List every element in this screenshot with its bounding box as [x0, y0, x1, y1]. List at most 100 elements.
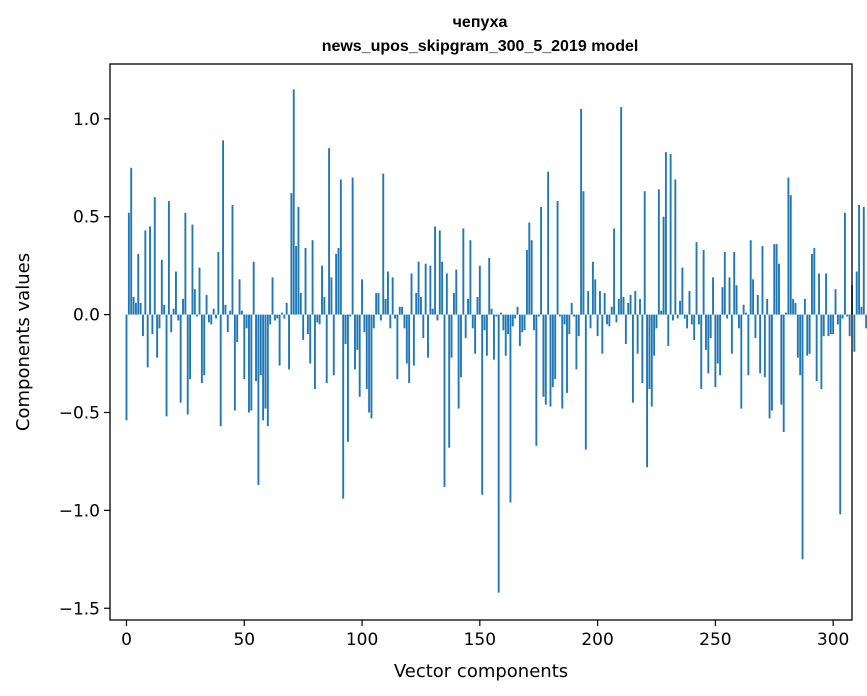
bar-13 — [156, 314, 159, 358]
y-tick-label: −1.5 — [59, 599, 100, 619]
bar-206 — [610, 306, 613, 315]
bar-199 — [594, 279, 597, 315]
bar-314 — [865, 314, 867, 329]
bar-176 — [540, 206, 543, 315]
bar-108 — [379, 314, 382, 321]
bar-76 — [304, 248, 307, 315]
bar-69 — [288, 314, 290, 370]
chart-subtitle: news_upos_skipgram_300_5_2019 model — [322, 38, 639, 55]
bar-301 — [834, 289, 837, 315]
bar-191 — [575, 314, 578, 370]
bar-47 — [236, 314, 239, 342]
bar-237 — [683, 314, 686, 319]
bar-231 — [669, 154, 672, 315]
bar-266 — [752, 279, 755, 315]
bar-208 — [615, 314, 618, 323]
bar-10 — [149, 226, 151, 315]
bar-201 — [599, 291, 601, 315]
bar-262 — [742, 304, 745, 315]
bar-213 — [627, 302, 630, 315]
bar-230 — [667, 314, 670, 346]
bar-251 — [716, 314, 719, 364]
bar-166 — [516, 306, 519, 315]
bar-270 — [761, 246, 764, 315]
bar-49 — [240, 310, 243, 315]
bar-284 — [794, 302, 797, 315]
bar-275 — [773, 244, 776, 315]
bar-238 — [686, 314, 689, 329]
bar-170 — [525, 249, 528, 315]
bar-236 — [681, 267, 684, 315]
bar-36 — [210, 314, 213, 325]
bar-38 — [215, 314, 217, 319]
bar-168 — [521, 314, 524, 333]
bar-224 — [653, 314, 656, 356]
bar-74 — [299, 293, 302, 315]
bar-96 — [351, 177, 354, 315]
bar-2 — [130, 167, 133, 315]
bar-273 — [768, 314, 771, 419]
bar-220 — [643, 191, 646, 315]
bar-77 — [306, 314, 309, 335]
x-tick-label: 200 — [581, 630, 613, 650]
bar-138 — [450, 314, 453, 358]
bar-241 — [693, 314, 696, 341]
bar-136 — [445, 273, 448, 315]
bar-313 — [862, 206, 865, 315]
bar-109 — [382, 173, 385, 315]
bar-135 — [443, 314, 446, 487]
bar-178 — [544, 314, 547, 405]
bar-90 — [337, 248, 340, 315]
bar-48 — [238, 279, 241, 315]
bar-167 — [518, 314, 521, 346]
bar-165 — [514, 314, 517, 319]
bar-285 — [796, 314, 799, 358]
bar-305 — [843, 212, 846, 315]
bar-309 — [853, 314, 856, 352]
bar-239 — [688, 291, 691, 315]
bar-9 — [146, 314, 149, 368]
bar-216 — [634, 291, 637, 315]
bar-192 — [577, 314, 580, 337]
bar-280 — [785, 312, 787, 315]
bar-66 — [281, 312, 283, 315]
bar-61 — [269, 314, 272, 325]
bar-73 — [297, 206, 300, 315]
bar-57 — [259, 314, 262, 376]
bar-198 — [591, 261, 594, 315]
bar-34 — [205, 295, 208, 315]
bar-205 — [608, 314, 611, 327]
y-tick-label: −1.0 — [59, 501, 100, 521]
bar-245 — [702, 249, 705, 315]
bar-163 — [509, 314, 512, 503]
bar-293 — [815, 314, 818, 382]
bar-115 — [396, 314, 399, 380]
bar-78 — [309, 314, 312, 364]
bar-281 — [787, 177, 790, 315]
bar-134 — [441, 261, 444, 315]
bar-250 — [714, 314, 717, 388]
bar-244 — [700, 314, 703, 389]
bar-117 — [401, 306, 404, 315]
y-axis: −1.5 −1.0 −0.5 0.0 0.5 1.0 — [59, 110, 110, 619]
bar-137 — [448, 314, 451, 448]
bar-80 — [313, 314, 316, 389]
bar-204 — [606, 314, 608, 325]
bar-95 — [349, 314, 352, 317]
bar-65 — [278, 314, 281, 366]
bar-131 — [434, 226, 437, 315]
bar-184 — [558, 314, 561, 317]
bar-173 — [533, 314, 535, 331]
bar-149 — [476, 296, 479, 315]
bar-141 — [457, 314, 460, 409]
bar-52 — [248, 314, 250, 413]
bar-148 — [474, 314, 477, 354]
bar-118 — [403, 314, 406, 329]
bar-190 — [573, 314, 575, 317]
bar-181 — [551, 314, 554, 388]
bar-39 — [217, 251, 220, 315]
bar-124 — [417, 261, 420, 315]
bar-179 — [547, 171, 550, 315]
bar-11 — [151, 314, 154, 335]
bar-142 — [460, 314, 462, 378]
